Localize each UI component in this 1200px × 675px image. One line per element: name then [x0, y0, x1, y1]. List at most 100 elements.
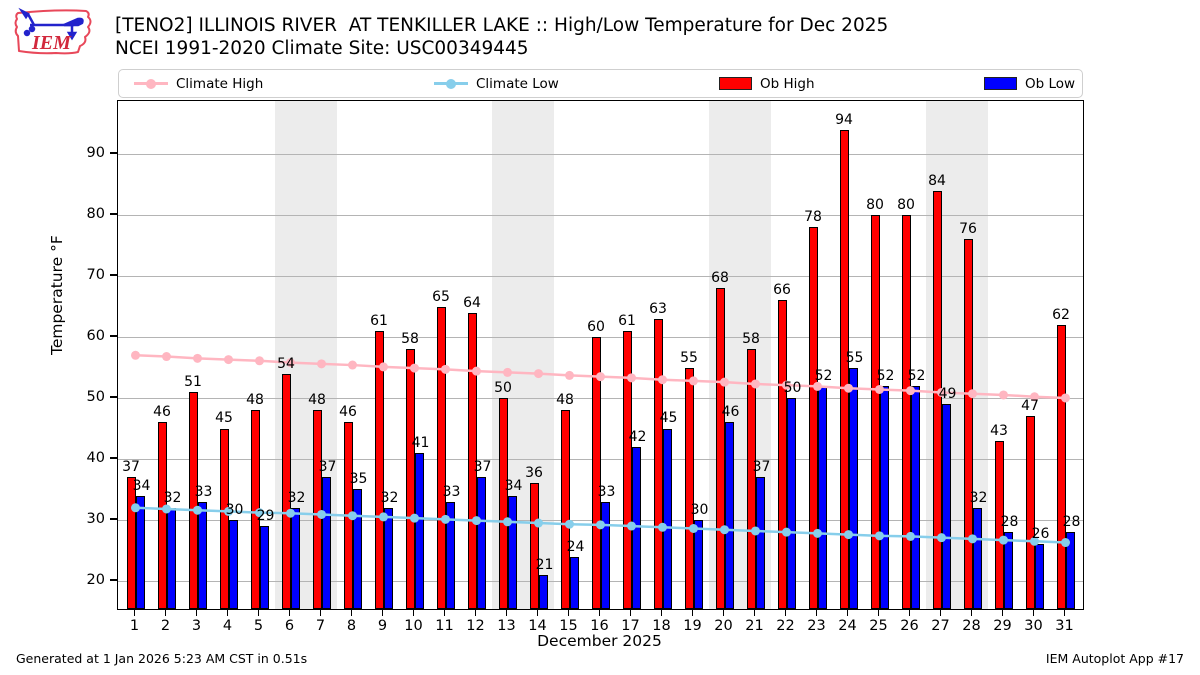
y-tick-mark — [110, 457, 117, 459]
ob-low-bar — [445, 501, 455, 609]
climate-high-marker — [968, 389, 977, 399]
ob-high-bar — [963, 239, 973, 609]
x-axis-title: December 2025 — [537, 632, 662, 650]
x-tick-mark — [257, 609, 260, 616]
ob-high-value-label: 48 — [556, 392, 574, 409]
ob-low-value-label: 30 — [690, 501, 709, 518]
ob-low-bar — [972, 507, 982, 609]
ob-high-bar — [126, 477, 136, 609]
ob-high-value-label: 62 — [1052, 306, 1070, 323]
y-tick-label: 30 — [86, 510, 105, 527]
ob-low-bar — [135, 495, 145, 609]
y-tick-label: 40 — [86, 449, 105, 466]
x-tick-label: 12 — [466, 618, 485, 634]
climate-low-marker — [906, 531, 915, 541]
ob-high-bar — [622, 330, 632, 609]
legend-label: Ob Low — [1025, 75, 1076, 92]
x-tick-mark — [629, 609, 632, 616]
y-tick-mark — [110, 518, 117, 520]
ob-high-value-label: 48 — [308, 392, 326, 409]
climate-low-marker — [224, 506, 233, 516]
ob-high-value-label: 76 — [959, 221, 977, 238]
generated-timestamp: Generated at 1 Jan 2026 5:23 AM CST in 0… — [16, 651, 308, 666]
x-tick-mark — [1001, 609, 1004, 616]
ob-high-value-label: 45 — [215, 410, 233, 427]
ob-high-value-label: 46 — [153, 404, 171, 421]
ob-low-bar — [693, 519, 703, 609]
ob-low-value-label: 41 — [411, 434, 430, 451]
ob-low-value-label: 37 — [318, 459, 337, 476]
x-tick-mark — [598, 609, 601, 616]
ob-low-bar — [352, 489, 362, 609]
ob-low-value-label: 34 — [132, 477, 151, 494]
gridline — [118, 154, 1083, 156]
climate-high-marker — [255, 356, 264, 366]
ob-high-value-label: 58 — [401, 331, 419, 348]
x-tick-label: 14 — [528, 618, 547, 634]
ob-high-bar — [467, 312, 477, 609]
x-tick-label: 23 — [807, 618, 826, 634]
climate-low-marker — [844, 530, 853, 540]
gridline — [118, 276, 1083, 278]
ob-low-value-label: 32 — [969, 489, 988, 506]
x-tick-label: 19 — [683, 618, 702, 634]
ob-high-bar — [591, 337, 601, 609]
title-block: [TENO2] ILLINOIS RIVER AT TENKILLER LAKE… — [115, 14, 1115, 60]
y-tick-label: 50 — [86, 388, 105, 405]
x-tick-label: 24 — [838, 618, 857, 634]
ob-high-value-label: 66 — [773, 282, 791, 299]
climate-high-marker — [1061, 393, 1070, 403]
legend-item-climate-high: Climate High — [134, 70, 263, 97]
ob-high-value-label: 58 — [742, 331, 760, 348]
x-tick-label: 21 — [745, 618, 764, 634]
climate-high-marker — [441, 364, 450, 374]
ob-high-bar — [808, 227, 818, 609]
climate-high-marker — [813, 381, 822, 391]
x-tick-label: 4 — [222, 618, 233, 634]
climate-high-marker — [565, 370, 574, 380]
y-tick-mark — [110, 152, 117, 154]
climate-low-marker — [534, 518, 543, 528]
ob-low-value-label: 45 — [659, 410, 678, 427]
climate-low-marker — [658, 522, 667, 532]
climate-low-marker — [627, 521, 636, 531]
climate-high-marker — [937, 388, 946, 398]
gridline — [118, 215, 1083, 217]
ob-high-value-label: 80 — [866, 197, 884, 214]
ob-high-bar — [932, 190, 942, 609]
ob-high-bar — [839, 129, 849, 609]
x-tick-label: 25 — [869, 618, 888, 634]
ob-high-bar — [560, 410, 570, 609]
climate-lines-layer — [131, 350, 1070, 548]
legend-item-ob-high: Ob High — [719, 70, 815, 97]
x-tick-mark — [133, 609, 136, 616]
ob-low-value-label: 42 — [628, 428, 647, 445]
climate-low-marker — [937, 533, 946, 543]
climate-low-marker — [565, 519, 574, 529]
ob-low-value-label: 32 — [380, 489, 399, 506]
x-tick-label: 3 — [191, 618, 202, 634]
ob-low-bar — [476, 477, 486, 609]
ob-low-swatch-icon — [984, 77, 1017, 90]
ob-high-value-label: 61 — [370, 312, 388, 329]
ob-low-value-label: 28 — [1000, 514, 1019, 531]
climate-high-marker — [193, 353, 202, 363]
climate-high-marker — [131, 350, 140, 360]
gridline — [118, 397, 1083, 399]
ob-high-bar — [312, 410, 322, 609]
y-tick-label: 80 — [86, 206, 105, 223]
iem-logo: IEM — [14, 7, 92, 55]
climate-high-marker — [596, 372, 605, 382]
ob-high-value-label: 43 — [990, 422, 1008, 439]
ob-low-bar — [538, 574, 548, 609]
climate-low-marker — [503, 517, 512, 527]
ob-high-value-label: 65 — [432, 288, 450, 305]
x-tick-mark — [691, 609, 694, 616]
ob-low-bar — [848, 367, 858, 609]
ob-low-value-label: 24 — [566, 538, 585, 555]
ob-high-value-label: 61 — [618, 312, 636, 329]
ob-low-value-label: 52 — [876, 367, 895, 384]
x-tick-label: 26 — [900, 618, 919, 634]
ob-high-value-label: 60 — [587, 319, 605, 335]
x-tick-label: 1 — [129, 618, 140, 634]
